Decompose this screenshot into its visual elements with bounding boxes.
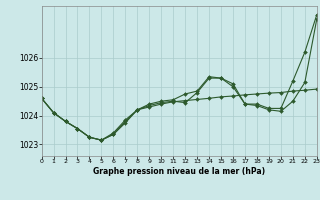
X-axis label: Graphe pression niveau de la mer (hPa): Graphe pression niveau de la mer (hPa) (93, 167, 265, 176)
